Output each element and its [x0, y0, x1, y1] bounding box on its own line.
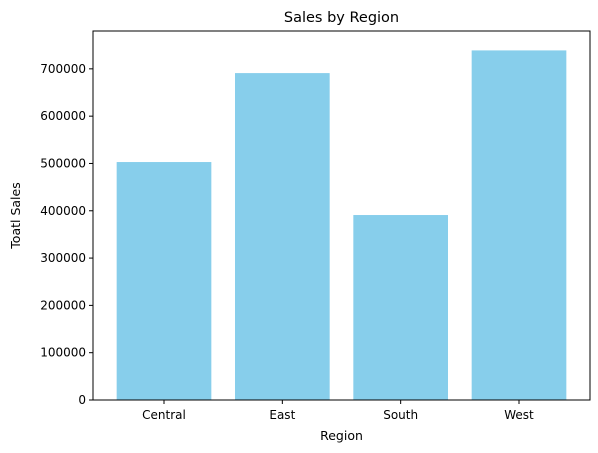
bar-east	[235, 73, 330, 400]
x-tick-label: Central	[142, 408, 186, 422]
chart-title: Sales by Region	[284, 10, 399, 26]
y-axis-ticks: 0 100000 200000 300000 400000 500000 600000 700…	[40, 62, 93, 407]
y-tick-label: 300000	[40, 251, 86, 265]
bar-south	[353, 215, 448, 400]
bar-central	[116, 162, 212, 400]
bar-west	[471, 50, 567, 401]
y-tick-label: 500000	[40, 156, 86, 170]
x-tick-label: West	[504, 408, 534, 422]
y-tick-label: 400000	[40, 204, 86, 218]
x-tick-label: South	[383, 408, 418, 422]
plot-frame	[92, 30, 591, 401]
y-tick-label: 100000	[40, 346, 86, 360]
y-tick-label: 0	[78, 393, 86, 407]
x-axis-ticks: Central East South West	[142, 400, 534, 422]
y-tick-label: 200000	[40, 298, 86, 312]
y-tick-label: 600000	[40, 109, 86, 123]
y-tick-label: 700000	[40, 62, 86, 76]
y-axis-label: Toatl Sales	[8, 182, 23, 249]
x-axis-label: Region	[320, 428, 363, 443]
bars-layer	[116, 50, 567, 401]
x-tick-label: East	[269, 408, 295, 422]
